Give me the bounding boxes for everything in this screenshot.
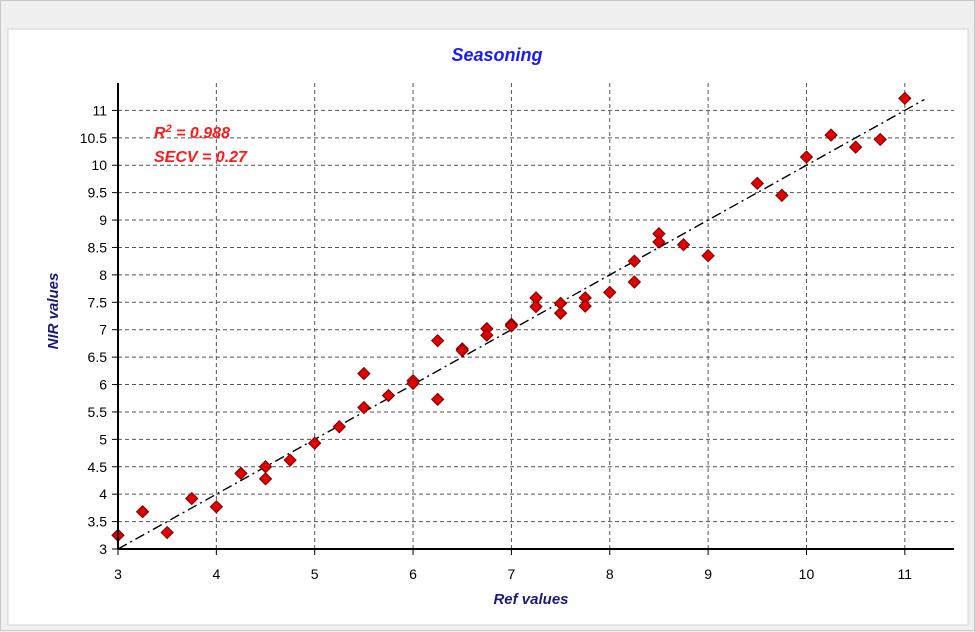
x-tick-label: 7 bbox=[508, 566, 516, 582]
y-tick-label: 7 bbox=[99, 322, 107, 338]
y-tick-label: 3 bbox=[99, 541, 107, 557]
data-point bbox=[185, 491, 199, 506]
y-tick-label: 8.5 bbox=[88, 239, 108, 255]
data-point bbox=[627, 254, 642, 268]
y-tick-label: 6 bbox=[99, 377, 107, 393]
data-point bbox=[357, 400, 371, 415]
data-point bbox=[283, 453, 297, 467]
y-tick-label: 3.5 bbox=[88, 514, 108, 530]
data-point bbox=[234, 466, 248, 481]
data-points bbox=[111, 91, 912, 543]
y-tick-label: 10 bbox=[91, 157, 107, 173]
tick-labels: 3 4 5 6 7 8 9 10 11 3 3.5 4 4.5 5 5.5 6 6.5 7 7.5 8 8.5 9 9.5 1… bbox=[80, 102, 913, 582]
y-tick-label: 5.5 bbox=[88, 404, 108, 420]
data-point bbox=[307, 436, 322, 450]
y-tick-label: 9.5 bbox=[88, 185, 108, 201]
data-point bbox=[553, 306, 568, 320]
x-tick-label: 10 bbox=[799, 566, 815, 582]
y-tick-label: 5 bbox=[99, 431, 107, 447]
trend-line bbox=[117, 98, 925, 550]
x-axis-label: Ref values bbox=[493, 591, 568, 608]
data-point bbox=[430, 392, 445, 407]
data-point bbox=[160, 525, 174, 540]
grid-lines bbox=[118, 83, 954, 549]
data-point bbox=[627, 275, 642, 289]
data-point bbox=[799, 150, 814, 164]
data-point bbox=[480, 328, 494, 342]
x-tick-label: 5 bbox=[311, 566, 319, 582]
y-tick-label: 6.5 bbox=[88, 349, 108, 365]
data-point bbox=[750, 176, 765, 191]
data-point bbox=[578, 299, 592, 313]
chart-title: Seasoning bbox=[451, 45, 542, 65]
data-point bbox=[357, 366, 371, 381]
data-point bbox=[258, 472, 273, 486]
y-tick-label: 4 bbox=[99, 486, 107, 502]
x-tick-label: 3 bbox=[114, 566, 122, 582]
x-tick-label: 8 bbox=[606, 566, 614, 582]
data-point bbox=[209, 500, 224, 514]
data-point bbox=[430, 333, 445, 348]
data-point bbox=[701, 248, 715, 263]
data-point bbox=[381, 388, 396, 403]
data-point bbox=[873, 132, 887, 147]
data-point bbox=[775, 188, 789, 203]
y-tick-label: 10.5 bbox=[80, 130, 107, 146]
x-tick-label: 11 bbox=[898, 566, 913, 582]
data-point bbox=[332, 420, 347, 434]
data-point bbox=[676, 238, 691, 252]
axes bbox=[112, 83, 954, 555]
data-point bbox=[529, 299, 543, 314]
y-tick-label: 7.5 bbox=[88, 294, 108, 310]
data-point bbox=[652, 235, 666, 249]
data-point bbox=[135, 505, 150, 519]
data-point bbox=[824, 128, 838, 142]
y-tick-label: 9 bbox=[99, 212, 107, 228]
data-point bbox=[603, 285, 617, 300]
y-tick-label: 8 bbox=[99, 267, 107, 283]
data-point bbox=[504, 319, 519, 333]
data-point bbox=[455, 343, 469, 358]
data-point bbox=[406, 376, 420, 391]
r2-annotation: R2 = 0.988 bbox=[154, 123, 230, 142]
y-tick-label: 4.5 bbox=[88, 459, 108, 475]
x-tick-label: 6 bbox=[409, 566, 417, 582]
data-point bbox=[848, 140, 863, 154]
y-tick-label: 11 bbox=[92, 102, 107, 118]
y-axis-label: NIR values bbox=[45, 273, 62, 350]
data-point bbox=[898, 91, 912, 106]
secv-annotation: SECV = 0.27 bbox=[154, 149, 248, 166]
x-tick-label: 9 bbox=[704, 566, 712, 582]
x-tick-label: 4 bbox=[212, 566, 220, 582]
